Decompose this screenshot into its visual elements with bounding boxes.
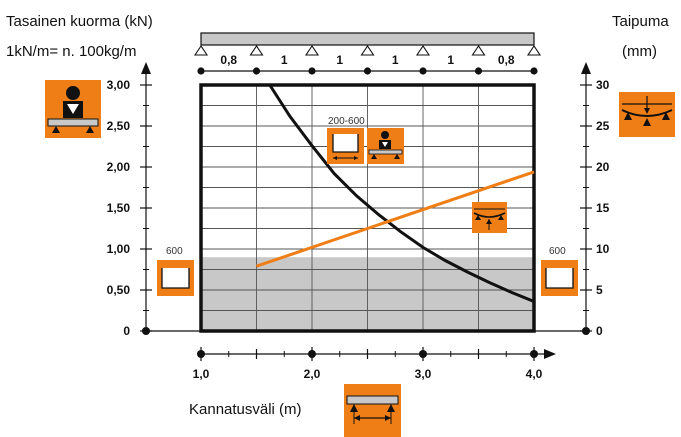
right-axis-title: Taipuma <box>612 13 669 30</box>
beam-support-icon <box>193 45 209 56</box>
beam-support-icon <box>415 45 431 56</box>
left-axis-title: Tasainen kuorma (kN) <box>6 13 153 30</box>
y2-tick-label: 25 <box>596 119 610 133</box>
person-load-icon <box>45 80 101 138</box>
span-marker-dot <box>197 67 205 75</box>
deflection-line <box>256 170 535 268</box>
x-tick-dot <box>419 350 427 358</box>
right-axis: 0 5 10 15 20 25 30 <box>580 62 610 338</box>
y-tick-label: 2,00 <box>107 160 131 174</box>
beam-support-icon <box>526 45 542 56</box>
profile-icon-right: 600 <box>541 246 578 296</box>
y2-tick-label: 20 <box>596 160 610 174</box>
y2-tick-label: 30 <box>596 78 610 92</box>
profile-icon-left: 600 <box>157 246 194 296</box>
beam-span-label: 0,8 <box>220 53 237 67</box>
span-marker-dot <box>252 67 261 75</box>
x-tick-dot <box>308 350 316 358</box>
beam-bar <box>200 32 535 46</box>
deflection-icon <box>619 92 675 137</box>
beam-support-icon <box>360 45 375 56</box>
left-axis-subtitle: 1kN/m= n. 100kg/m <box>6 43 136 60</box>
span-marker-dot <box>308 67 316 75</box>
person-load-small-icon <box>367 128 404 164</box>
x-axis: 1,0 2,0 3,0 4,0 <box>146 330 586 381</box>
beam-span-label: 0,8 <box>498 53 515 67</box>
left-axis-arrow <box>141 62 151 74</box>
profile-range-icon: 200-600 <box>327 116 365 164</box>
y-tick-label: 0,50 <box>107 283 131 297</box>
x-axis-arrow <box>544 349 556 359</box>
span-icon <box>344 384 401 437</box>
y-tick-label: 2,50 <box>107 119 131 133</box>
left-axis: 0 0,50 1,00 1,50 2,00 2,50 3,00 <box>107 62 152 338</box>
x-tick-label: 2,0 <box>304 367 321 381</box>
beam-span-label: 1 <box>447 53 454 67</box>
profile-right-label: 600 <box>549 246 566 257</box>
y-tick-label: 1,00 <box>107 242 131 256</box>
profile-left-label: 600 <box>166 246 183 257</box>
x-axis-label: Kannatusväli (m) <box>189 401 302 418</box>
y2-tick-label: 10 <box>596 242 610 256</box>
beam-span-label: 1 <box>281 53 288 67</box>
y-tick-label: 3,00 <box>107 78 131 92</box>
y2-tick-label: 15 <box>596 201 610 215</box>
x-tick-dot <box>530 350 538 358</box>
span-marker-dot <box>530 67 538 75</box>
profile-range-label: 200-600 <box>328 116 365 127</box>
x-tick-label: 4,0 <box>526 367 543 381</box>
beam-diagram: 0,8 1 1 1 1 0,8 <box>193 32 542 75</box>
span-marker-dot <box>474 67 483 75</box>
beam-span-label: 1 <box>336 53 343 67</box>
y2-tick-label: 0 <box>596 324 603 338</box>
right-axis-unit: (mm) <box>622 43 657 60</box>
y-tick-label: 0 <box>123 324 130 338</box>
beam-support-icon <box>304 45 320 56</box>
deflection-small-icon <box>472 202 507 233</box>
x-tick-label: 1,0 <box>193 367 210 381</box>
span-marker-dot <box>419 67 427 75</box>
x-tick-dot <box>197 350 205 358</box>
x-tick-label: 3,0 <box>415 367 432 381</box>
beam-support-icon <box>471 45 486 56</box>
right-axis-arrow <box>581 62 591 74</box>
beam-span-label: 1 <box>392 53 399 67</box>
beam-support-icon <box>249 45 264 56</box>
y2-tick-label: 5 <box>596 283 603 297</box>
y-tick-label: 1,50 <box>107 201 131 215</box>
load-curve <box>268 84 535 303</box>
span-marker-dot <box>363 67 372 75</box>
